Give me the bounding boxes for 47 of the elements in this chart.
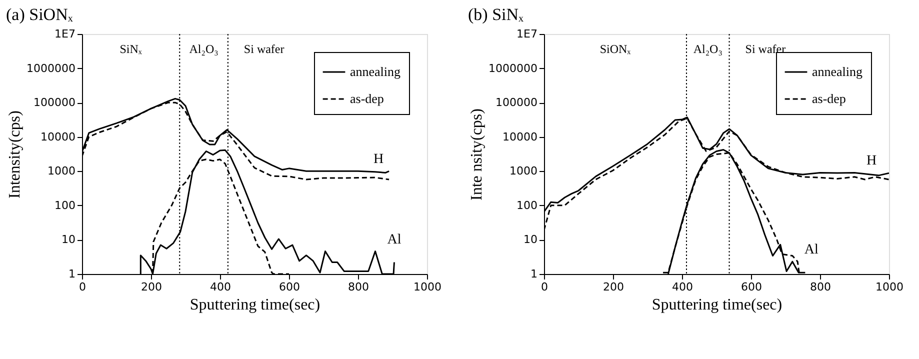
- y-tick-label: 1: [68, 268, 76, 280]
- y-axis-title: Inte nsity(cps): [468, 108, 486, 200]
- chart-title: (a) SiONₓ: [6, 5, 73, 24]
- y-tick-label: 1000: [510, 164, 538, 178]
- y-tick-label: 1E7: [54, 28, 76, 40]
- annotation: SiONₓ: [600, 42, 632, 56]
- annotation: Al: [804, 242, 819, 258]
- x-tick-label: 1000: [414, 280, 442, 294]
- legend-label: annealing: [812, 64, 864, 79]
- x-tick-label: 800: [810, 280, 831, 294]
- y-tick-label: 100: [516, 198, 538, 212]
- y-tick-label: 1000000: [26, 62, 76, 75]
- legend-label: as-dep: [812, 91, 846, 106]
- x-tick-label: 1000: [876, 280, 904, 294]
- y-tick-label: 10: [524, 233, 538, 246]
- y-tick-label: 1: [530, 268, 538, 280]
- y-tick-label: 1E7: [516, 28, 538, 40]
- x-tick-label: 0: [79, 280, 86, 294]
- annotation: H: [866, 154, 877, 169]
- x-tick-label: 400: [672, 280, 693, 294]
- y-axis-title: Intensity(cps): [6, 110, 24, 198]
- annotation: Si wafer: [244, 42, 284, 56]
- annotation: Al₂O₃: [189, 42, 218, 56]
- x-axis-title: Sputtering time(sec): [652, 296, 782, 314]
- chart-title: (b) SiNₓ: [468, 5, 524, 24]
- annotation: SiNₓ: [120, 42, 142, 56]
- annotation: Al: [387, 232, 402, 248]
- x-tick-label: 200: [141, 280, 162, 294]
- y-tick-label: 1000000: [488, 62, 538, 75]
- x-tick-label: 400: [210, 280, 231, 294]
- x-tick-label: 600: [741, 280, 762, 294]
- x-tick-label: 600: [279, 280, 300, 294]
- annotation: Al₂O₃: [693, 42, 722, 56]
- y-tick-label: 100000: [496, 96, 538, 110]
- x-axis-title: Sputtering time(sec): [190, 296, 320, 314]
- x-tick-label: 200: [603, 280, 624, 294]
- legend-label: as-dep: [350, 91, 384, 106]
- y-tick-label: 10000: [502, 130, 538, 144]
- y-tick-label: 100: [54, 198, 76, 212]
- x-tick-label: 800: [348, 280, 369, 294]
- y-tick-label: 100000: [34, 96, 76, 110]
- x-tick-label: 0: [541, 280, 548, 294]
- y-tick-label: 10000: [40, 130, 76, 144]
- y-tick-label: 1000: [48, 164, 76, 178]
- legend-label: annealing: [350, 64, 402, 79]
- annotation: H: [373, 152, 384, 168]
- y-tick-label: 10: [62, 233, 76, 246]
